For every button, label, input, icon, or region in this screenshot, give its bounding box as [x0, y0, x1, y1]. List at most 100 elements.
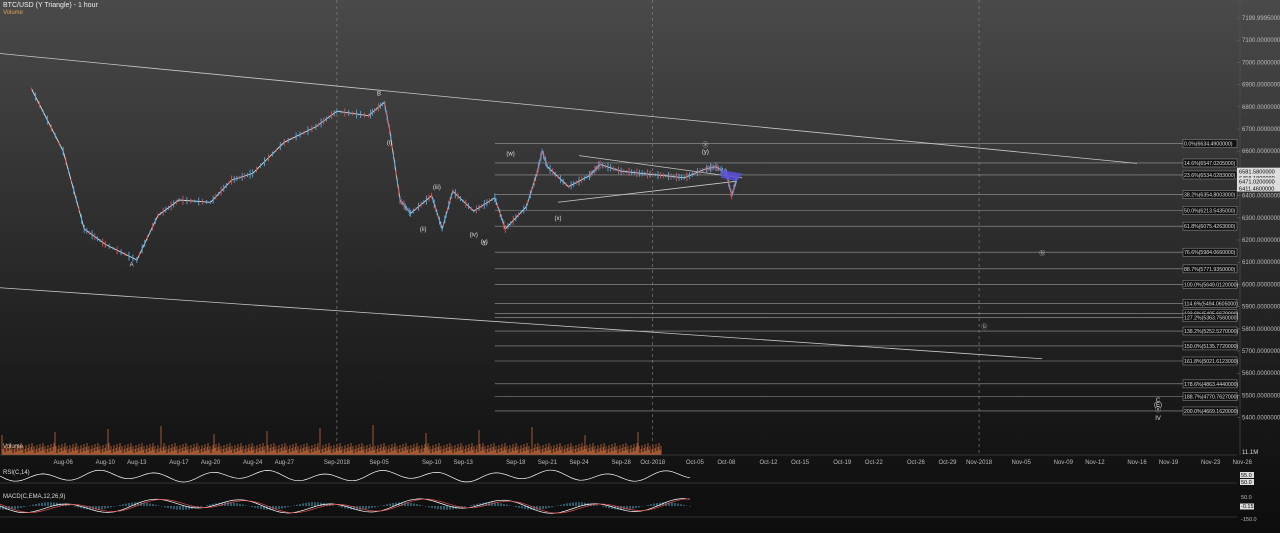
x-tick-label: Oct-2018 — [640, 460, 665, 466]
y-tick-label: 5400.0000000 — [1242, 416, 1280, 422]
rsi-tick-box — [1240, 479, 1254, 485]
y-tick-label: 6400.0000000 — [1242, 194, 1280, 200]
y-tick-label: 5700.0000000 — [1242, 349, 1280, 355]
x-tick-label: Nov-12 — [1085, 460, 1105, 466]
fib-level-label: 114.6%(5494.0605000) — [1184, 301, 1238, 307]
fib-level-label: 0.0%(6634.4900000) — [1184, 142, 1233, 148]
wave-label: (iv) — [470, 233, 478, 239]
volume-pane-label: Volume — [3, 444, 24, 450]
fib-label-box — [1182, 280, 1238, 289]
x-tick-label: Sep-10 — [422, 460, 442, 466]
x-tick-label: Oct-05 — [686, 460, 705, 466]
chart-title: BTC/USD (Y Triangle) - 1 hour — [3, 2, 98, 9]
y-tick-label: 5900.0000000 — [1242, 305, 1280, 311]
price-tag-box — [1237, 173, 1280, 181]
fib-level-label: 23.6%(6534.0283000) — [1184, 173, 1236, 179]
price-tag-box — [1237, 184, 1280, 192]
x-tick-label: Oct-22 — [865, 460, 884, 466]
x-tick-label: Nov-23 — [1201, 460, 1221, 466]
wave-label: (iii) — [433, 185, 441, 191]
x-tick-label: Nov-09 — [1054, 460, 1074, 466]
x-tick-label: Sep-24 — [569, 460, 589, 466]
fib-level-label: 50.0%(6213.5435000) — [1184, 208, 1236, 214]
wave-label: A — [130, 263, 134, 269]
fib-level-label: 178.6%(4863.4440000) — [1184, 382, 1238, 388]
x-tick-label: Aug-17 — [169, 460, 189, 466]
fib-label-box — [1182, 299, 1238, 308]
x-tick-label: Oct-19 — [833, 460, 852, 466]
fib-label-box — [1182, 264, 1238, 274]
trendline — [578, 155, 743, 179]
trendline — [0, 53, 1138, 164]
fib-level-label: 14.6%(6547.0205000) — [1184, 161, 1236, 167]
price-tag-label: 6411.4600000 — [1239, 187, 1274, 193]
y-tick-label: 6800.0000000 — [1242, 105, 1280, 111]
fib-level-label: 200.0%(4669.1620000) — [1184, 409, 1238, 415]
trendline — [557, 180, 737, 203]
y-tick-label: 5800.0000000 — [1242, 327, 1280, 333]
rsi-tick-label: 55.0 — [1241, 473, 1252, 479]
x-tick-label: Oct-12 — [760, 460, 779, 466]
x-tick-label: Aug-24 — [243, 460, 263, 466]
x-tick-label: Aug-06 — [53, 460, 73, 466]
x-tick-label: Nov-19 — [1159, 460, 1179, 466]
fib-label-box — [1182, 221, 1238, 231]
macd-tick-box — [1240, 503, 1254, 510]
fib-label-box — [1182, 356, 1238, 366]
wave-label: ① — [482, 241, 487, 248]
fib-label-box — [1182, 139, 1238, 148]
fib-level-label: 76.6%(5984.0660000) — [1184, 250, 1236, 256]
x-tick-label: Nov-05 — [1012, 460, 1032, 466]
wave-label: (v) — [481, 239, 488, 245]
x-tick-label: Sep-13 — [454, 460, 474, 466]
x-tick-label: Aug-13 — [127, 460, 147, 466]
x-tick-label: Oct-29 — [938, 460, 957, 466]
x-tick-label: Sep-21 — [538, 460, 558, 466]
fib-label-box — [1182, 406, 1238, 416]
projection-cloud — [721, 170, 743, 182]
y-tick-label: 6100.0000000 — [1242, 260, 1280, 266]
wave-label: (w) — [506, 152, 514, 158]
price-tag-label: 6471.0200000 — [1239, 180, 1275, 186]
macd-tick-label: -150.0 — [1241, 517, 1257, 523]
x-tick-label: Sep-28 — [611, 460, 631, 466]
rsi-line — [0, 469, 691, 483]
x-tick-label: Oct-15 — [791, 460, 810, 466]
trendline — [0, 287, 1043, 360]
x-tick-label: Nov-26 — [1233, 460, 1253, 466]
x-tick-label: Nov-2018 — [966, 460, 993, 466]
fib-level-label: 88.7%(5771.9350000) — [1184, 267, 1236, 273]
macd-line — [0, 498, 691, 514]
x-tick-label: Sep-2018 — [324, 460, 351, 466]
wave-label: (ii) — [420, 227, 427, 233]
fib-label-box — [1182, 341, 1238, 351]
fib-level-label: 188.7%(4770.7627000) — [1184, 395, 1238, 401]
rsi-pane-label: RSI(C,14) — [3, 470, 30, 476]
x-tick-label: Nov-16 — [1127, 460, 1147, 466]
fib-level-label: 127.2%(5363.7560000) — [1184, 316, 1238, 322]
wave-label: ⓑ — [1039, 250, 1045, 258]
y-tick-label: 6000.0000000 — [1242, 282, 1280, 288]
fib-level-label: 150.0%(5135.7720000) — [1184, 344, 1238, 350]
wave-label: ⓐ — [702, 141, 708, 149]
y-tick-label: 5600.0000000 — [1242, 371, 1280, 377]
fib-label-box — [1182, 379, 1238, 389]
fib-label-box — [1182, 247, 1238, 257]
fib-level-label: 61.8%(6075.4263000) — [1184, 224, 1236, 230]
y-tick-label: 6900.0000000 — [1242, 83, 1280, 89]
wave-label: Ⓨ — [1155, 406, 1161, 414]
wave-label: (i) — [387, 141, 392, 147]
y-tick-label: 6200.0000000 — [1242, 238, 1280, 244]
wave-label: (x) — [554, 216, 561, 222]
price-tag-box — [1237, 177, 1280, 185]
y-tick-label: 7000.0000000 — [1242, 60, 1280, 66]
y-tick-label: 7100.0000000 — [1242, 38, 1280, 44]
macd-tick-label: 50.0 — [1241, 495, 1252, 501]
volume-max-label: 11.1M — [1242, 450, 1258, 456]
wave-label: C — [1156, 398, 1161, 404]
y-tick-label: 6600.0000000 — [1242, 149, 1280, 155]
macd-signal-line — [0, 498, 690, 514]
volume-legend: Volume — [3, 10, 24, 16]
